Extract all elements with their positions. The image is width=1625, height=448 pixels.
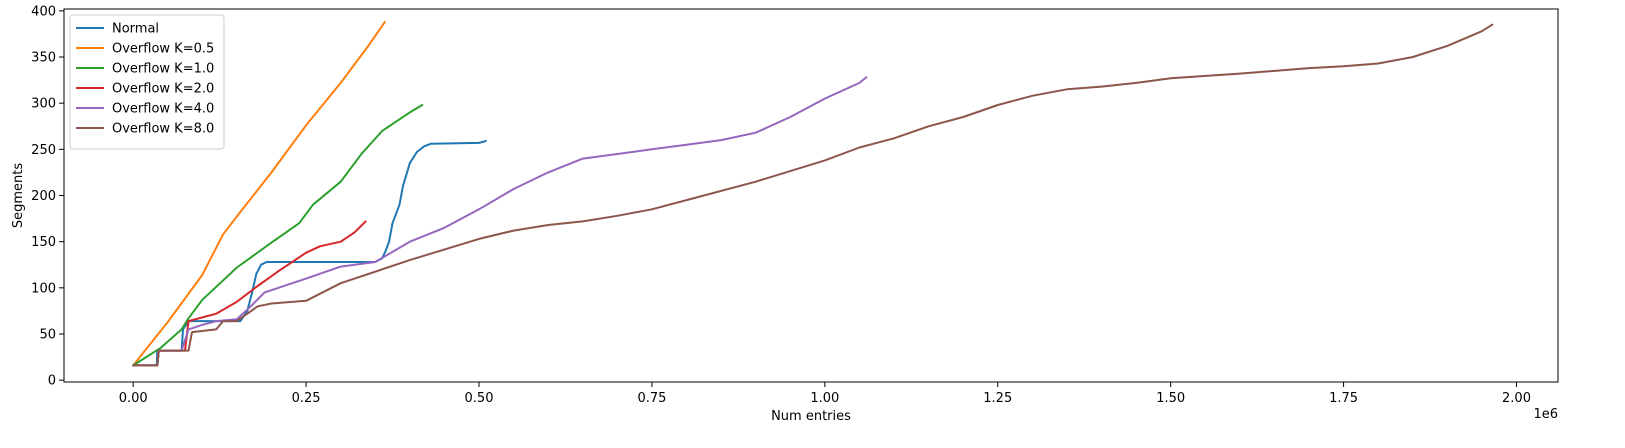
x-tick-label: 1.00: [810, 391, 839, 406]
y-tick-label: 150: [31, 235, 56, 250]
plot-frame: [63, 8, 1559, 383]
y-tick-label: 300: [31, 97, 56, 112]
legend-label-1: Normal: [112, 22, 159, 37]
x-axis-offset-label: 1e6: [1533, 407, 1558, 422]
series-line-6: [132, 23, 1494, 367]
y-tick-label: 0: [48, 374, 56, 389]
series-line-5: [132, 76, 868, 367]
x-tick-label: 0.25: [292, 391, 321, 406]
y-axis-label: Segments: [11, 163, 26, 229]
x-tick-label: 0.75: [637, 391, 666, 406]
legend-box: [69, 14, 225, 150]
y-tick-label: 250: [31, 143, 56, 158]
x-axis-label: Num entries: [771, 409, 851, 424]
x-tick-label: 0.00: [119, 391, 148, 406]
legend: Normal Overflow K=0.5 Overflow K=1.0 Overfl…: [69, 14, 225, 150]
legend-label-5: Overflow K=4.0: [112, 102, 214, 117]
plot-area: [132, 20, 1494, 367]
x-tick-label: 2.00: [1502, 391, 1531, 406]
x-tick-label: 0.50: [465, 391, 494, 406]
axes: Num entries Segments 1e6 0.00 0.25 0.50 0.7…: [11, 4, 1559, 424]
y-tick-label: 100: [31, 281, 56, 296]
series-line-4: [132, 220, 367, 367]
y-tick-label: 50: [39, 327, 56, 342]
y-tick-label: 400: [31, 4, 56, 19]
x-tick-label: 1.50: [1156, 391, 1185, 406]
legend-label-2: Overflow K=0.5: [112, 42, 214, 57]
legend-label-3: Overflow K=1.0: [112, 62, 214, 77]
legend-label-6: Overflow K=8.0: [112, 122, 214, 137]
x-tick-label: 1.75: [1329, 391, 1358, 406]
x-tick-label: 1.25: [983, 391, 1012, 406]
y-tick-label: 350: [31, 51, 56, 66]
series-line-3: [132, 104, 424, 367]
series-line-1: [132, 140, 487, 367]
legend-label-4: Overflow K=2.0: [112, 82, 214, 97]
y-tick-label: 200: [31, 189, 56, 204]
series-line-2: [132, 20, 386, 367]
